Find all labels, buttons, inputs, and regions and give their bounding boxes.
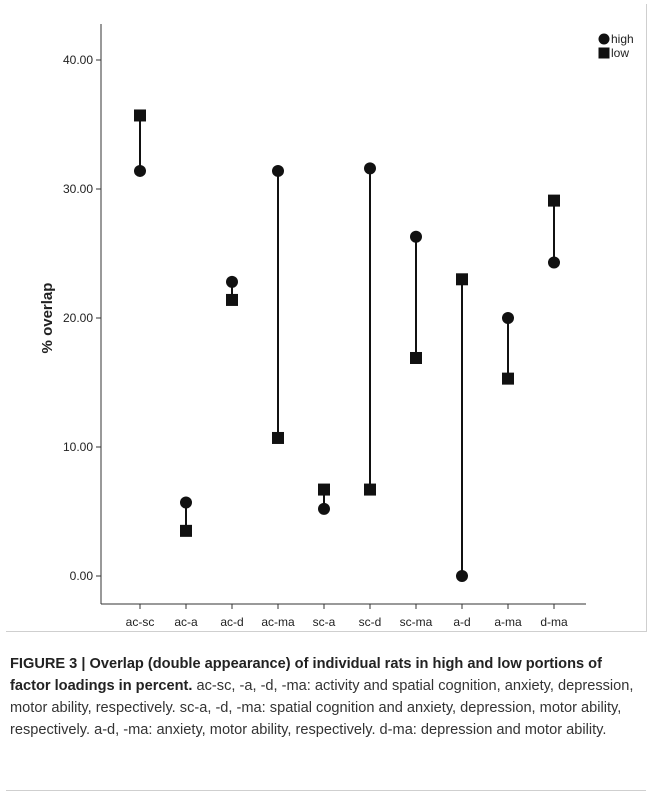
data-point-high xyxy=(364,162,376,175)
x-tick-label: ac-a xyxy=(174,615,198,629)
data-point-low xyxy=(180,524,192,537)
legend-marker-high xyxy=(598,33,610,45)
data-point-high xyxy=(548,256,560,269)
data-point-high xyxy=(226,275,238,288)
data-point-high xyxy=(272,164,284,177)
data-point-low xyxy=(318,483,330,496)
data-point-low xyxy=(502,372,514,385)
data-point-low xyxy=(410,351,422,364)
y-tick-label: 30.00 xyxy=(63,182,93,196)
x-tick-label: sc-a xyxy=(313,615,336,629)
data-point-low xyxy=(134,109,146,122)
data-point-low xyxy=(272,431,284,444)
legend-marker-low xyxy=(598,47,610,59)
data-point-low xyxy=(364,483,376,496)
x-tick-label: sc-ma xyxy=(400,615,433,629)
x-tick-label: ac-d xyxy=(220,615,243,629)
y-tick-label: 10.00 xyxy=(63,440,93,454)
data-point-high xyxy=(410,230,422,243)
y-tick-label: 0.00 xyxy=(70,569,94,583)
x-tick-label: a-d xyxy=(453,615,470,629)
x-tick-label: ac-sc xyxy=(126,615,155,629)
caption-bold-text: Overlap (double appearance) of individua… xyxy=(10,656,602,694)
bottom-divider xyxy=(6,790,646,791)
data-point-low xyxy=(456,273,468,286)
data-point-high xyxy=(180,496,192,509)
data-point-high xyxy=(502,312,514,324)
x-tick-label: a-ma xyxy=(494,615,522,629)
data-point-high xyxy=(318,502,330,515)
y-tick-label: 20.00 xyxy=(63,311,93,325)
y-tick-label: 40.00 xyxy=(63,53,93,67)
figure-frame: 0.00 10.00 20.00 30.00 40.00 % overlap ac-sc ac… xyxy=(6,4,647,632)
caption-body-text: ac-sc, -a, -d, -ma: activity and spatial… xyxy=(10,678,634,738)
data-point-low xyxy=(226,293,238,306)
x-tick-label: sc-d xyxy=(359,615,382,629)
x-tick-label: ac-ma xyxy=(261,615,295,629)
caption-figure-label: FIGURE 3 | xyxy=(10,656,90,672)
y-axis-label: % overlap xyxy=(39,283,56,354)
data-point-high xyxy=(456,570,468,582)
data-point-low xyxy=(548,194,560,207)
legend-label-high: high xyxy=(611,32,634,46)
figure-caption: FIGURE 3 | Overlap (double appearance) o… xyxy=(10,653,642,741)
legend-label-low: low xyxy=(611,46,629,60)
x-tick-label: d-ma xyxy=(540,615,568,629)
overlap-chart: 0.00 10.00 20.00 30.00 40.00 % overlap ac-sc ac… xyxy=(39,24,634,629)
data-point-high xyxy=(134,164,146,177)
